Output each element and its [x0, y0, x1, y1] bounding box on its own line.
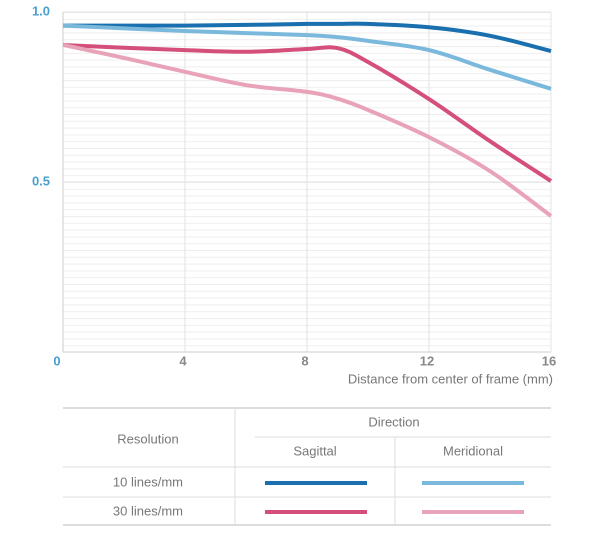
table-header: Direction — [368, 414, 419, 429]
x-tick-label: 4 — [179, 353, 187, 368]
x-tick-label: 0 — [53, 353, 60, 368]
series-line — [62, 43, 553, 218]
series-line — [62, 42, 553, 183]
series-line — [62, 23, 552, 91]
x-tick-label: 16 — [542, 353, 556, 368]
series-line — [63, 21, 552, 54]
x-axis-label: Distance from center of frame (mm) — [348, 371, 553, 386]
y-tick-label: 1.0 — [32, 3, 50, 18]
table-row-label: 30 lines/mm — [113, 503, 183, 518]
table-row-label: 10 lines/mm — [113, 474, 183, 489]
x-tick-label: 12 — [420, 353, 434, 368]
x-tick-label: 8 — [301, 353, 308, 368]
legend-table — [63, 407, 551, 526]
table-header: Sagittal — [293, 443, 336, 458]
y-tick-label: 0.5 — [32, 173, 50, 188]
table-header: Resolution — [117, 431, 178, 446]
table-header: Meridional — [443, 443, 503, 458]
